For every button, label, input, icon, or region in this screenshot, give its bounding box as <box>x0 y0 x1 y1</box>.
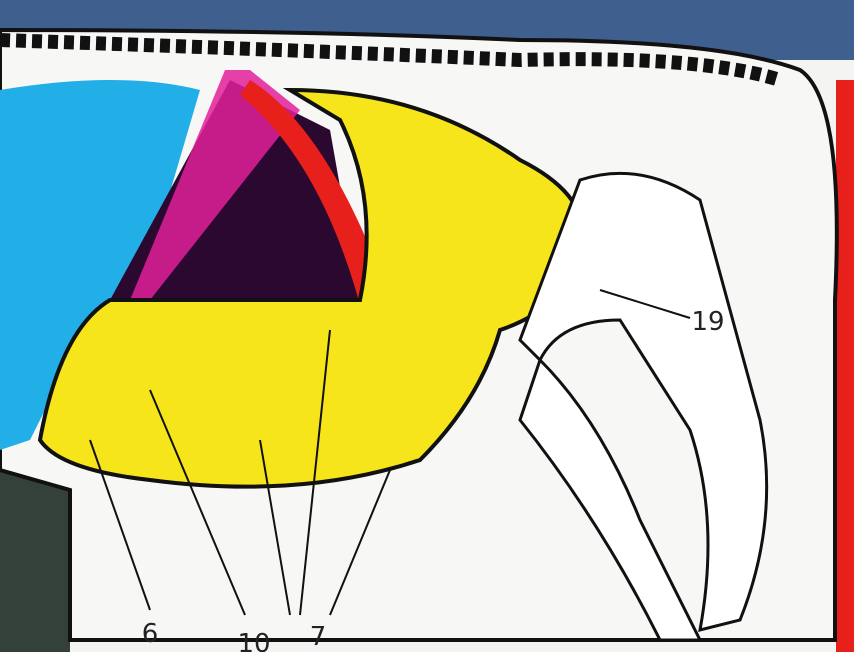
diaphragm <box>240 80 390 305</box>
callout-label: 19 <box>691 307 724 337</box>
backdrop-dark <box>0 470 70 652</box>
lung <box>0 80 200 450</box>
leg-bone-lower <box>518 357 703 642</box>
leg-bone <box>518 171 769 633</box>
callout-label: 10 <box>237 629 270 652</box>
backdrop-red <box>836 80 854 652</box>
liver <box>37 87 586 489</box>
callout-label: 6 <box>142 619 159 649</box>
leader-lines <box>89 289 691 616</box>
spine <box>0 33 783 87</box>
callout-label: 7 <box>310 622 327 652</box>
pleura <box>130 70 300 300</box>
